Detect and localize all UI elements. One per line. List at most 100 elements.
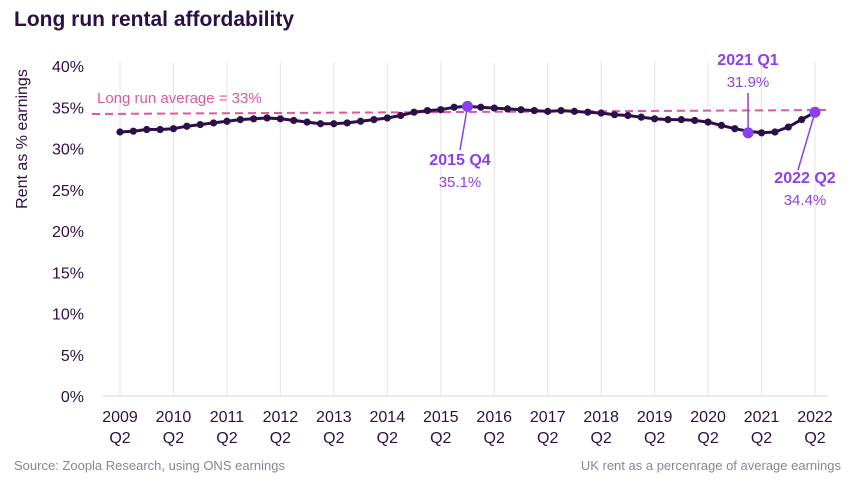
data-point [169, 125, 178, 133]
chart-note: UK rent as a percenrage of average earni… [580, 458, 841, 473]
data-point [570, 107, 579, 115]
data-point [731, 125, 739, 133]
data-point [250, 115, 258, 123]
data-point [651, 115, 659, 123]
y-tick-label: 0% [61, 389, 84, 406]
data-point [437, 106, 445, 114]
x-tick-year: 2018 [583, 409, 619, 426]
data-point [343, 119, 351, 127]
x-tick-year: 2022 [797, 409, 833, 426]
data-point [236, 116, 244, 124]
y-tick-label: 30% [52, 142, 84, 159]
data-point [624, 111, 632, 120]
annotation-title: 2015 Q4 [429, 152, 490, 169]
annotation-layer: 2015 Q4 35.1% 2021 Q1 31.9% 2022 Q2 34.4% [429, 52, 835, 209]
data-point [517, 106, 525, 114]
data-point [263, 114, 271, 122]
data-point [316, 120, 325, 128]
data-point [116, 128, 124, 136]
data-point [530, 106, 538, 115]
x-tick-quarter: Q2 [484, 430, 505, 447]
annotation-leader [797, 111, 816, 171]
data-point [356, 117, 365, 125]
average-line-layer: Long run average = 33% [91, 90, 827, 115]
y-axis-label: Rent as % earnings [14, 69, 31, 209]
data-point [450, 103, 458, 111]
data-point [584, 108, 592, 116]
data-point [303, 118, 311, 126]
x-tick-year: 2011 [210, 409, 245, 426]
x-tick-quarter: Q2 [590, 430, 611, 447]
data-point [209, 119, 218, 127]
average-line [91, 109, 827, 115]
annotation-leader [459, 106, 469, 151]
data-point [557, 106, 565, 115]
data-point [717, 121, 726, 129]
x-tick-quarter: Q2 [109, 430, 130, 447]
annotation-value: 34.4% [784, 192, 827, 209]
x-tick-quarter: Q2 [163, 430, 184, 447]
data-point [691, 116, 699, 125]
x-tick-year: 2020 [690, 409, 726, 426]
data-point [677, 116, 685, 124]
x-tick-quarter: Q2 [377, 430, 398, 447]
y-tick-label: 15% [52, 265, 84, 282]
series-layer [116, 102, 819, 137]
data-point [156, 125, 164, 134]
data-point [196, 120, 204, 129]
chart-title: Long run rental affordability [14, 8, 295, 31]
x-tick-quarter: Q2 [751, 430, 772, 447]
x-tick-year: 2010 [156, 409, 192, 426]
data-point [410, 108, 418, 116]
x-tick-year: 2009 [102, 409, 138, 426]
y-tick-label: 10% [52, 307, 84, 324]
data-point [597, 109, 605, 117]
x-tick-quarter: Q2 [644, 430, 665, 447]
data-point [423, 106, 432, 115]
axis-layer: 0% 5% 10% 15% 20% 25% 30% 35% 40% 2009 Q2 2010 Q2 201… [52, 59, 833, 447]
data-point [223, 117, 231, 125]
y-tick-label: 40% [52, 59, 84, 76]
data-point [544, 107, 552, 115]
data-point [610, 111, 619, 119]
data-point [370, 116, 378, 124]
y-tick-label: 25% [52, 183, 84, 200]
x-tick-year: 2016 [476, 409, 512, 426]
data-point [503, 105, 512, 113]
data-point [771, 128, 779, 136]
x-tick-quarter: Q2 [430, 430, 451, 447]
data-point [397, 111, 405, 120]
x-tick-quarter: Q2 [537, 430, 558, 447]
data-point [276, 115, 284, 123]
average-line-label: Long run average = 33% [97, 90, 262, 107]
highlight-point [462, 100, 473, 112]
annotation-title: 2021 Q1 [717, 52, 778, 69]
x-tick-quarter: Q2 [270, 430, 291, 447]
x-tick-year: 2015 [423, 409, 459, 426]
data-point [798, 116, 806, 124]
x-tick-year: 2017 [530, 409, 566, 426]
x-tick-quarter: Q2 [323, 430, 344, 447]
data-point [477, 103, 485, 111]
annotation-value: 31.9% [727, 74, 770, 91]
data-point [330, 120, 338, 128]
x-tick-year: 2019 [637, 409, 673, 426]
x-tick-year: 2014 [370, 409, 406, 426]
source-note: Source: Zoopla Research, using ONS earni… [14, 458, 285, 473]
x-tick-year: 2012 [263, 409, 299, 426]
x-tick-year: 2021 [744, 409, 780, 426]
highlight-point [809, 106, 821, 118]
y-tick-label: 5% [61, 348, 84, 365]
x-tick-quarter: Q2 [697, 430, 718, 447]
data-point [383, 114, 391, 122]
x-tick-quarter: Q2 [804, 430, 825, 447]
data-point [183, 122, 191, 130]
data-point [784, 123, 792, 131]
data-point [637, 113, 645, 121]
annotation-value: 35.1% [439, 174, 482, 191]
data-point [129, 127, 137, 135]
annotation-title: 2022 Q2 [774, 170, 835, 187]
x-tick-quarter: Q2 [216, 430, 237, 447]
y-tick-label: 35% [52, 100, 84, 117]
